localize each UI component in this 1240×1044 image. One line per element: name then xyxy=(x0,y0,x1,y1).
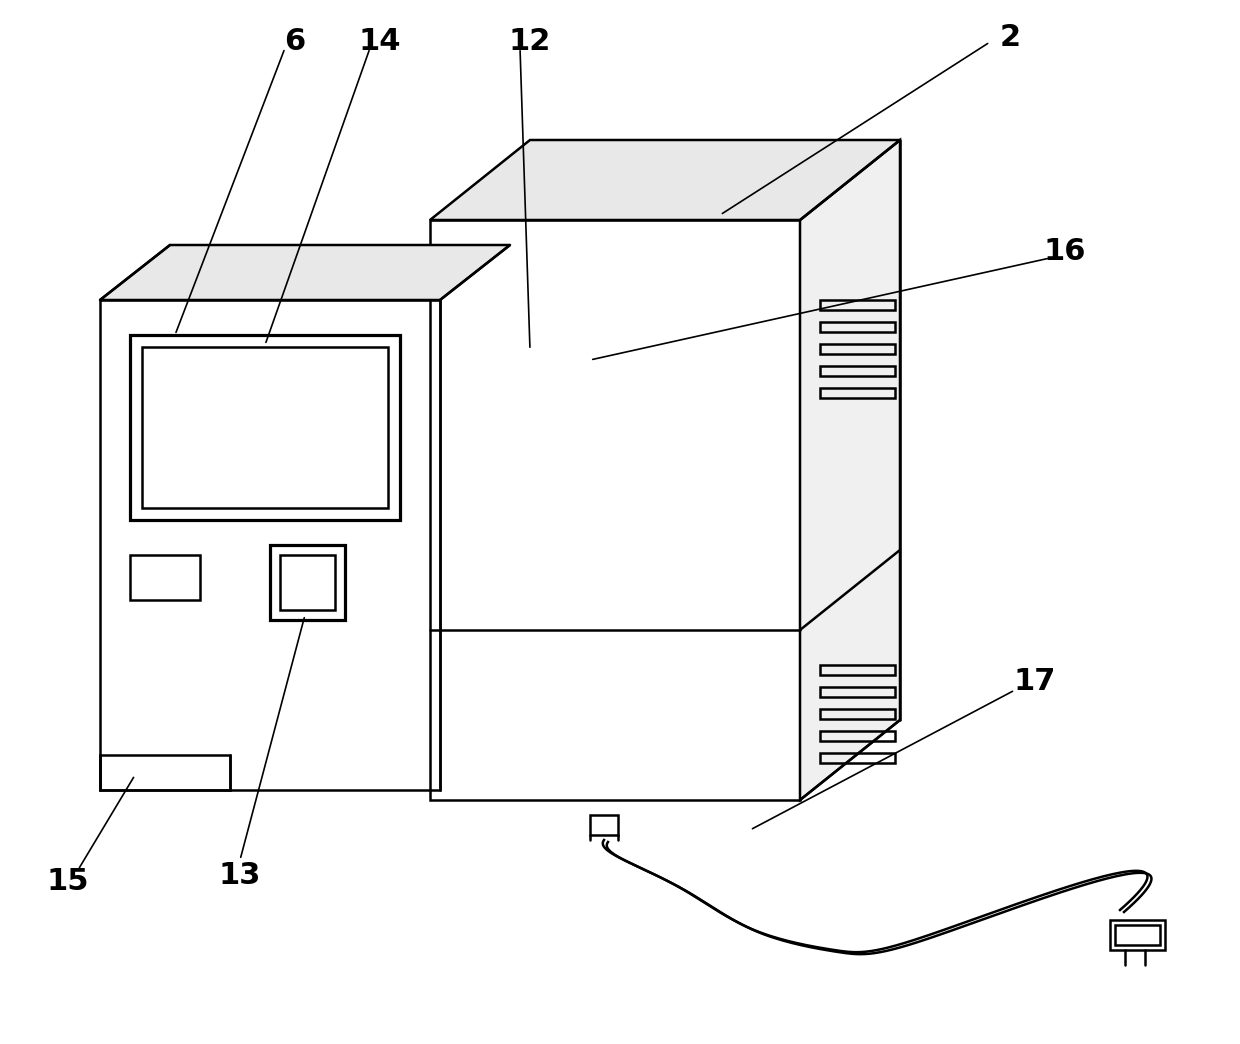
Bar xyxy=(590,815,618,835)
Text: 2: 2 xyxy=(999,24,1021,52)
Text: 6: 6 xyxy=(284,27,305,56)
Bar xyxy=(820,709,895,719)
Bar xyxy=(130,555,200,600)
Bar xyxy=(1110,920,1166,950)
Bar xyxy=(820,753,895,763)
Bar xyxy=(143,347,388,508)
Bar xyxy=(1115,925,1159,945)
Bar xyxy=(280,555,335,610)
Text: 14: 14 xyxy=(358,27,402,56)
Bar xyxy=(820,345,895,354)
Bar xyxy=(820,366,895,376)
Polygon shape xyxy=(800,140,900,800)
Text: 12: 12 xyxy=(508,27,552,56)
Bar xyxy=(820,388,895,398)
Bar xyxy=(820,300,895,310)
Bar xyxy=(430,220,800,800)
Text: 15: 15 xyxy=(47,868,89,897)
Text: 17: 17 xyxy=(1014,667,1056,696)
Text: 16: 16 xyxy=(1044,237,1086,266)
Bar xyxy=(820,322,895,332)
Bar xyxy=(820,665,895,675)
Text: 13: 13 xyxy=(218,860,262,889)
Bar xyxy=(820,687,895,697)
Bar xyxy=(270,545,345,620)
Bar xyxy=(100,300,440,790)
Polygon shape xyxy=(430,140,900,220)
Bar xyxy=(130,335,401,520)
Bar xyxy=(820,731,895,741)
Polygon shape xyxy=(100,245,510,300)
Bar xyxy=(100,755,229,790)
